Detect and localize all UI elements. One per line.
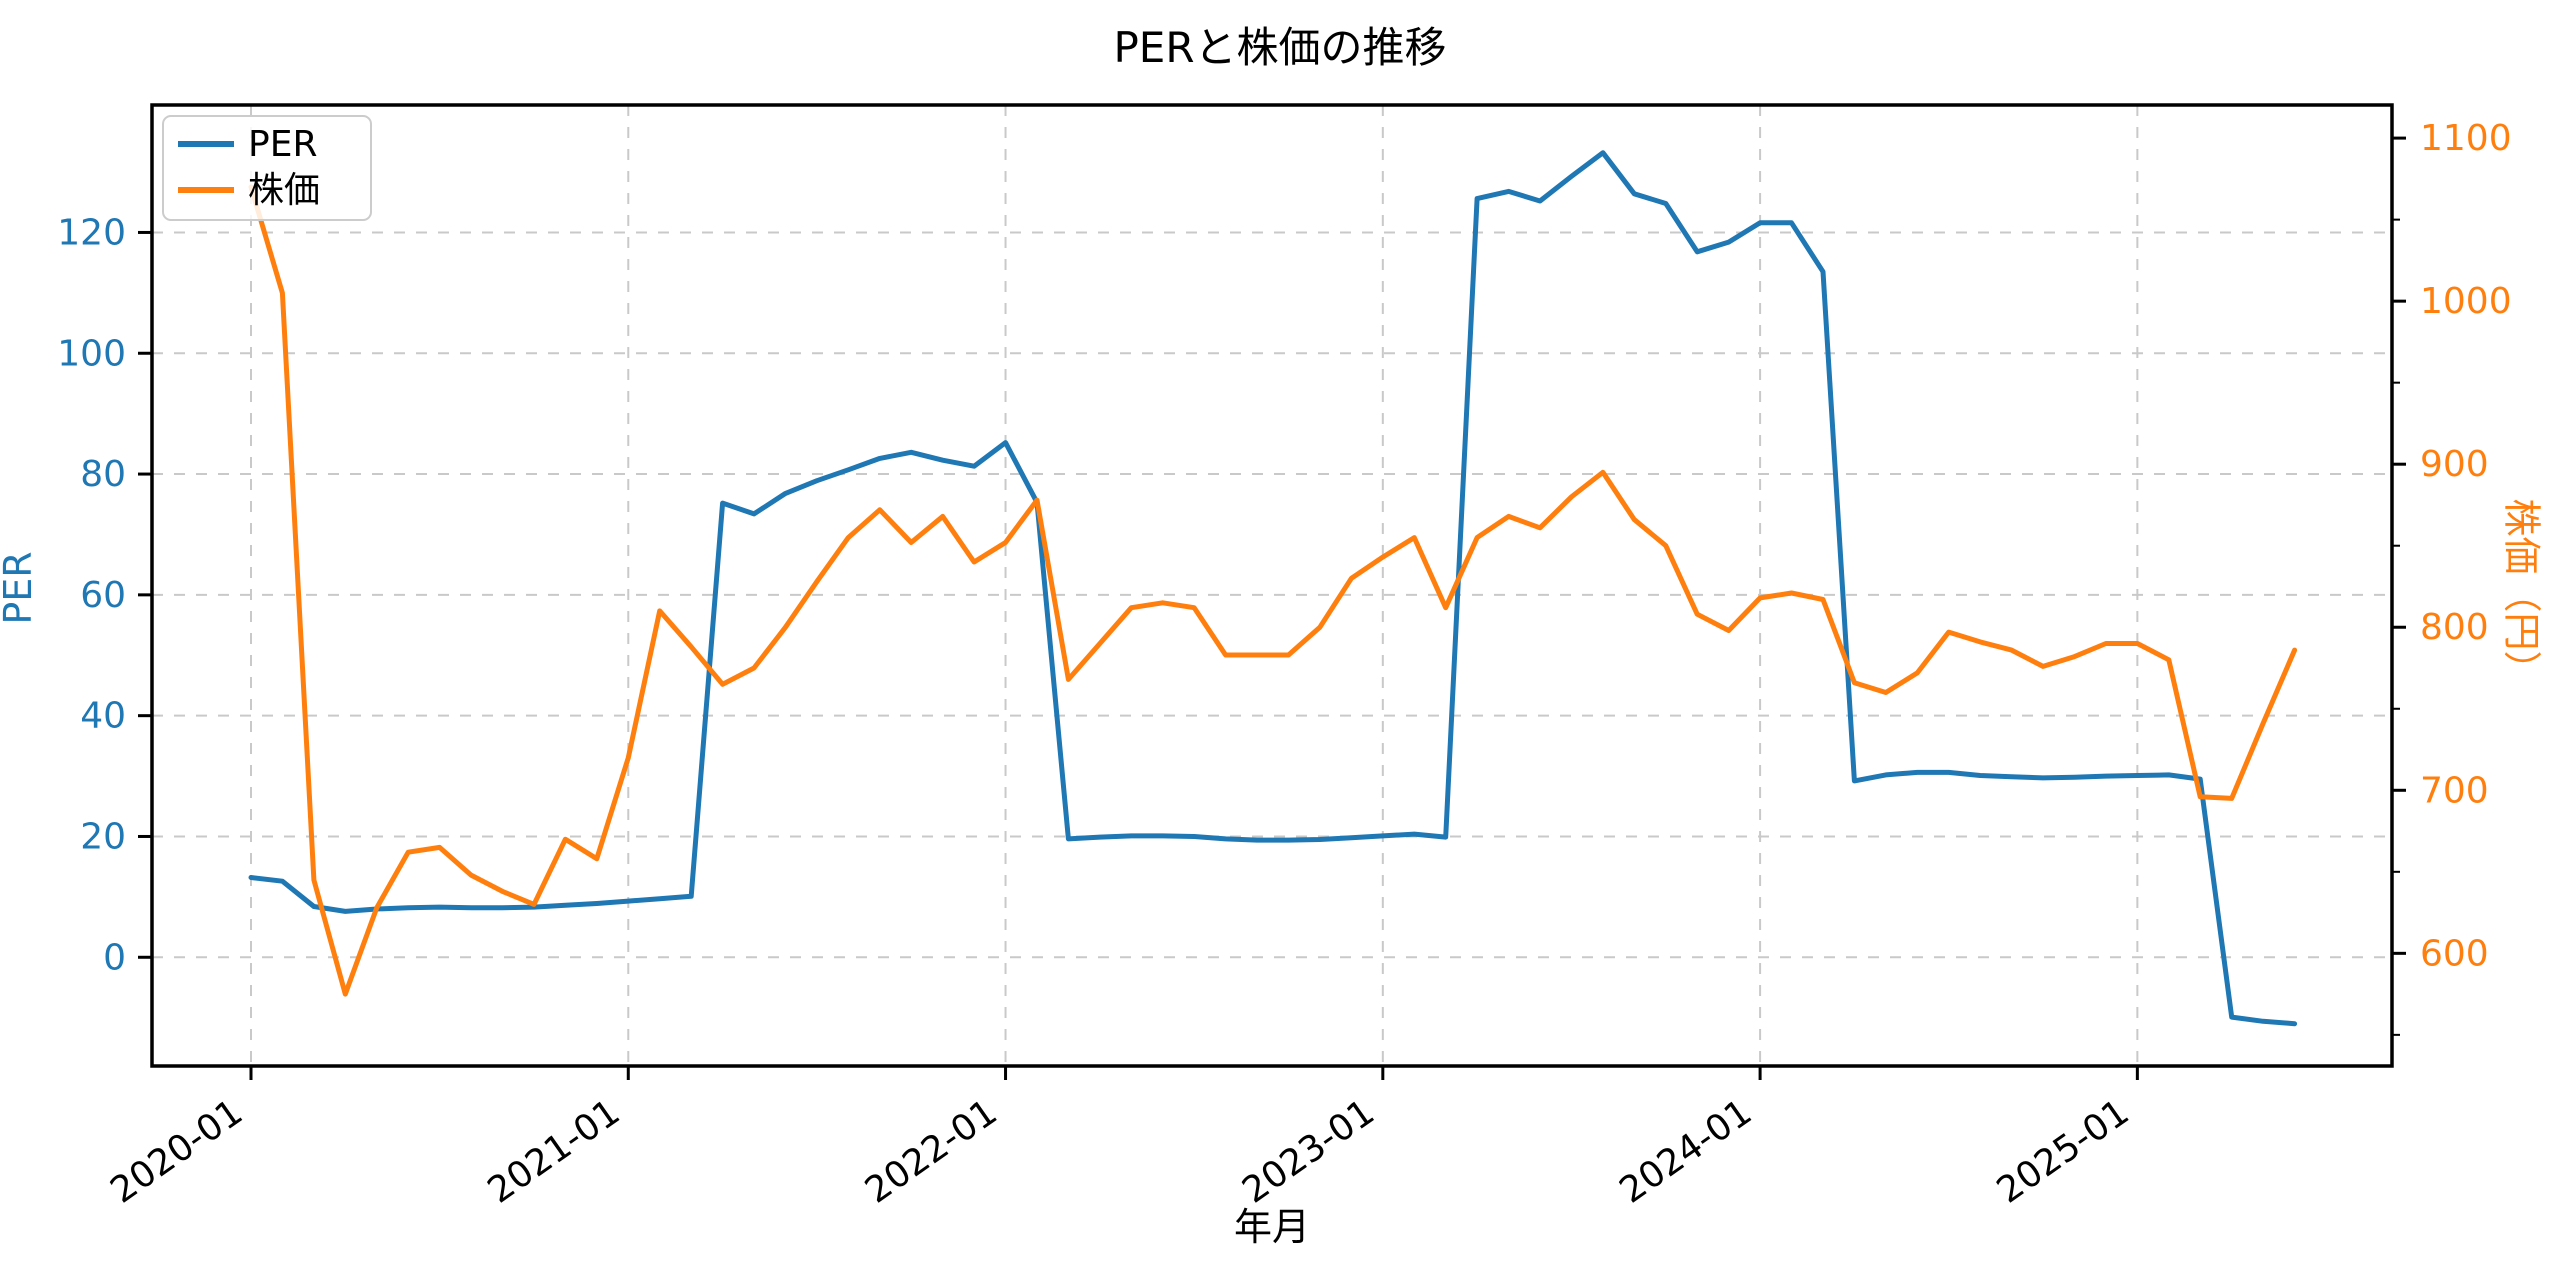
- right-tick-label: 600: [2420, 933, 2489, 974]
- left-tick-label: 20: [80, 816, 126, 857]
- x-tick-label: 2021-01: [481, 1092, 628, 1212]
- left-tick-label: 100: [57, 333, 126, 374]
- plot-border: [150, 103, 2394, 1068]
- left-tick-label: 120: [57, 212, 126, 253]
- legend-label: PER: [248, 124, 317, 165]
- chart-title: PERと株価の推移: [1113, 23, 1447, 72]
- left-tick-label: 0: [103, 937, 126, 978]
- right-tick-label: 800: [2420, 607, 2489, 648]
- x-tick-label: 2023-01: [1235, 1092, 1382, 1212]
- right-tick-label: 900: [2420, 444, 2489, 485]
- left-tick-label: 40: [80, 696, 126, 737]
- right-tick-label: 1000: [2420, 281, 2512, 322]
- left-tick-label: 60: [80, 575, 126, 616]
- x-tick-label: 2022-01: [858, 1092, 1005, 1212]
- x-tick-label: 2025-01: [1990, 1092, 2137, 1212]
- left-tick-label: 80: [80, 454, 126, 495]
- x-tick-label: 2024-01: [1613, 1092, 1760, 1212]
- kabuka-line: [248, 184, 2298, 997]
- right-axis-title: 株価（円）: [2499, 498, 2544, 689]
- right-tick-label: 700: [2420, 770, 2489, 811]
- x-tick-label: 2020-01: [103, 1092, 250, 1212]
- right-tick-label: 1100: [2420, 118, 2512, 159]
- x-axis-title: 年月: [1233, 1205, 1310, 1249]
- left-axis-title: PER: [0, 551, 40, 625]
- per-line: [248, 150, 2298, 1027]
- legend-label: 株価: [248, 170, 320, 211]
